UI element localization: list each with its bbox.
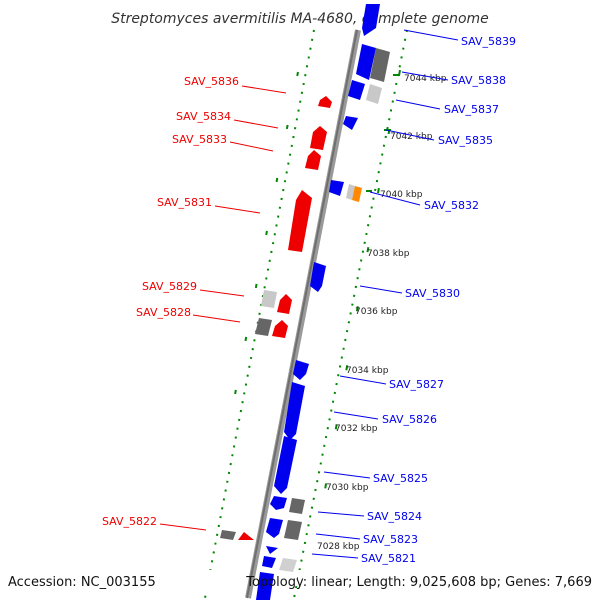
gene-label[interactable]: SAV_5826 xyxy=(382,413,437,426)
gene-shape[interactable] xyxy=(256,572,274,600)
genome-backbone-edge xyxy=(246,29,358,599)
gene-shape[interactable] xyxy=(272,320,288,338)
gene-shape[interactable] xyxy=(255,318,272,336)
tick-label: 7044 kbp xyxy=(404,74,447,84)
gene-shape[interactable] xyxy=(266,518,283,538)
tick-label: 7042 kbp xyxy=(390,132,433,142)
gene-label[interactable]: SAV_5829 xyxy=(142,280,197,293)
accession-text: Accession: NC_003155 xyxy=(8,575,156,590)
gene-label[interactable]: SAV_5833 xyxy=(172,133,227,146)
forward-label-leaders xyxy=(311,29,459,559)
gene-shape[interactable] xyxy=(348,80,365,100)
gene-shape[interactable] xyxy=(318,96,332,108)
gene-label[interactable]: SAV_5823 xyxy=(363,533,418,546)
gene-shape[interactable] xyxy=(284,382,305,440)
tick-label: 7038 kbp xyxy=(367,249,410,259)
gene-shape[interactable] xyxy=(329,180,344,196)
gene-shape[interactable] xyxy=(279,558,297,572)
gene-shape[interactable] xyxy=(277,294,292,314)
gene-label[interactable]: SAV_5835 xyxy=(438,134,493,147)
gene-shape[interactable] xyxy=(310,262,326,292)
gene-label[interactable]: SAV_5834 xyxy=(176,110,231,123)
gene-label[interactable]: SAV_5837 xyxy=(444,103,499,116)
forward-track-outer xyxy=(293,29,408,599)
reverse-track-outer xyxy=(204,29,315,599)
gene-label[interactable]: SAV_5828 xyxy=(136,306,191,319)
forward-track-ticks xyxy=(315,69,401,541)
gene-shape[interactable] xyxy=(356,44,376,80)
tick-label: 7034 kbp xyxy=(346,366,389,376)
gene-shape[interactable] xyxy=(366,84,382,104)
gene-shape[interactable] xyxy=(261,290,277,308)
forward-genes xyxy=(256,4,380,600)
gene-label[interactable]: SAV_5825 xyxy=(373,472,428,485)
gene-shape[interactable] xyxy=(274,436,297,494)
reverse-gene-labels: SAV_5836 SAV_5834 SAV_5833 SAV_5831 SAV_… xyxy=(102,75,239,528)
gene-shape[interactable] xyxy=(288,190,312,252)
gene-shape[interactable] xyxy=(289,498,305,514)
gene-label[interactable]: SAV_5830 xyxy=(405,287,460,300)
tick-label: 7032 kbp xyxy=(335,424,378,434)
tick-label: 7028 kbp xyxy=(317,542,360,552)
reverse-label-leaders xyxy=(159,85,287,531)
gene-label[interactable]: SAV_5832 xyxy=(424,199,479,212)
gene-shape[interactable] xyxy=(266,546,278,554)
gene-label[interactable]: SAV_5836 xyxy=(184,75,239,88)
tick-label: 7030 kbp xyxy=(326,483,369,493)
topology-backdrop xyxy=(298,570,600,592)
tick-label: 7040 kbp xyxy=(380,190,423,200)
other-genes xyxy=(220,48,390,572)
gene-shape[interactable] xyxy=(262,556,276,568)
gene-shape[interactable] xyxy=(270,496,287,510)
gene-shape[interactable] xyxy=(370,48,390,82)
gene-label[interactable]: SAV_5824 xyxy=(367,510,422,523)
gene-shape[interactable] xyxy=(346,184,355,200)
gene-label[interactable]: SAV_5831 xyxy=(157,196,212,209)
gene-shape[interactable] xyxy=(293,360,309,380)
reverse-genes xyxy=(238,96,332,540)
gene-label[interactable]: SAV_5839 xyxy=(461,35,516,48)
gene-shape[interactable] xyxy=(310,126,327,150)
accession-backdrop xyxy=(0,570,240,592)
forward-gene-labels: SAV_5839 SAV_5838 SAV_5837 SAV_5835 SAV_… xyxy=(361,35,516,565)
gene-shape[interactable] xyxy=(362,4,380,36)
gene-shape[interactable] xyxy=(238,532,254,540)
gene-shape[interactable] xyxy=(305,150,321,170)
gene-label[interactable]: SAV_5821 xyxy=(361,552,416,565)
tick-label: 7036 kbp xyxy=(355,307,398,317)
gene-label[interactable]: SAV_5822 xyxy=(102,515,157,528)
gene-shape[interactable] xyxy=(220,530,236,540)
gene-label[interactable]: SAV_5827 xyxy=(389,378,444,391)
scale-ticks: 7044 kbp 7042 kbp 7040 kbp 7038 kbp 7036… xyxy=(317,74,447,552)
topology-text: Topology: linear; Length: 9,025,608 bp; … xyxy=(245,575,592,590)
gene-shape[interactable] xyxy=(352,186,362,202)
gene-label[interactable]: SAV_5838 xyxy=(451,74,506,87)
map-title: Streptomyces avermitilis MA-4680, comple… xyxy=(111,11,489,27)
reverse-track-ticks xyxy=(229,71,299,421)
gene-shape[interactable] xyxy=(284,520,302,540)
gene-shape[interactable] xyxy=(343,116,358,130)
